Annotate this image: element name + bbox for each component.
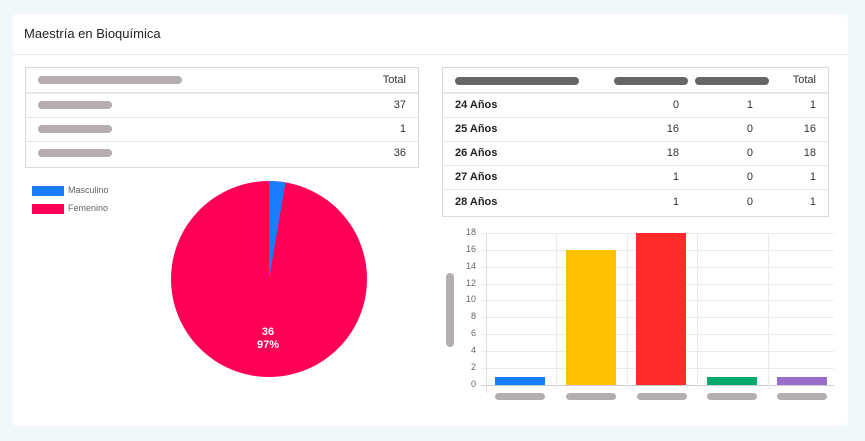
y-tick: 4 [470,345,476,355]
redacted-x-label [637,393,687,400]
bar-27-anos[interactable] [707,377,757,385]
cell: 1 [746,99,753,111]
bar-26-anos[interactable] [636,233,686,385]
y-tick: 14 [465,261,476,271]
bar-24-anos[interactable] [495,377,545,385]
redacted-x-label [777,393,827,400]
cell: 0 [746,196,753,208]
row-label: 24 Años [455,99,498,111]
table-row: 36 [26,141,418,166]
row-value: 1 [399,123,406,135]
y-tick: 8 [470,311,476,321]
table-row: 26 Años 18 0 18 [443,141,828,166]
cell: 0 [746,123,753,135]
cell: 1 [672,196,679,208]
slice-value: 36 [261,326,275,338]
row-label: 27 Años [455,171,498,183]
cell-total: 1 [809,99,816,111]
row-label: 28 Años [455,196,498,208]
redacted-x-label [707,393,757,400]
pie-slice-label: 36 97% [248,326,288,352]
age-bar-chart[interactable]: 18 16 14 12 10 8 6 4 2 0 [442,224,837,414]
redacted-x-label [495,393,545,400]
row-label: 25 Años [455,123,498,135]
cell-total: 1 [809,196,816,208]
age-table: Total 24 Años 0 1 1 25 Años 16 0 16 26 A… [442,67,829,217]
cell: 16 [666,123,679,135]
redacted-y-axis-title [446,273,454,347]
redacted-label [38,101,112,109]
redacted-header [695,77,769,85]
redacted-x-label [566,393,616,400]
table-row: 27 Años 1 0 1 [443,165,828,190]
y-tick: 16 [465,244,476,254]
y-tick: 18 [465,227,476,237]
row-label: 26 Años [455,147,498,159]
total-header: Total [792,74,816,86]
table-row: 24 Años 0 1 1 [443,93,828,118]
card-header: Maestría en Bioquímica [13,14,848,55]
pie-slice-masculino [269,181,286,279]
row-value: 37 [393,99,406,111]
program-card: Maestría en Bioquímica Total 37 1 36 Mas… [13,14,848,426]
row-value: 36 [393,147,406,159]
cell-total: 1 [809,171,816,183]
redacted-label [38,125,112,133]
legend-label-femenino[interactable]: Femenino [68,203,109,213]
gender-pie-chart[interactable] [170,180,368,378]
table-row: 28 Años 1 0 1 [443,189,828,215]
cell-total: 18 [803,147,816,159]
slice-percent: 97% [256,339,280,351]
bar-28-anos[interactable] [777,377,827,385]
cell-total: 16 [803,123,816,135]
redacted-label [38,149,112,157]
y-tick: 6 [470,328,476,338]
table-row: 1 [26,117,418,142]
y-tick: 10 [465,294,476,304]
legend-swatch-masculino[interactable] [32,186,64,196]
total-header: Total [382,74,406,86]
y-tick: 0 [470,379,476,389]
legend-swatch-femenino[interactable] [32,204,64,214]
y-tick: 2 [470,362,476,372]
cell: 18 [666,147,679,159]
table-row: 25 Años 16 0 16 [443,117,828,142]
cell: 1 [672,171,679,183]
table-header-row: Total [26,68,418,94]
card-title: Maestría en Bioquímica [24,26,161,41]
table-row: 37 [26,93,418,118]
cell: 0 [746,171,753,183]
cell: 0 [672,99,679,111]
gender-table: Total 37 1 36 [25,67,419,168]
legend-label-masculino[interactable]: Masculino [68,185,109,195]
redacted-header [614,77,688,85]
y-tick: 12 [465,278,476,288]
redacted-header [38,76,182,84]
bar-25-anos[interactable] [566,250,616,385]
cell: 0 [746,147,753,159]
table-header-row: Total [443,68,828,94]
redacted-header [455,77,579,85]
